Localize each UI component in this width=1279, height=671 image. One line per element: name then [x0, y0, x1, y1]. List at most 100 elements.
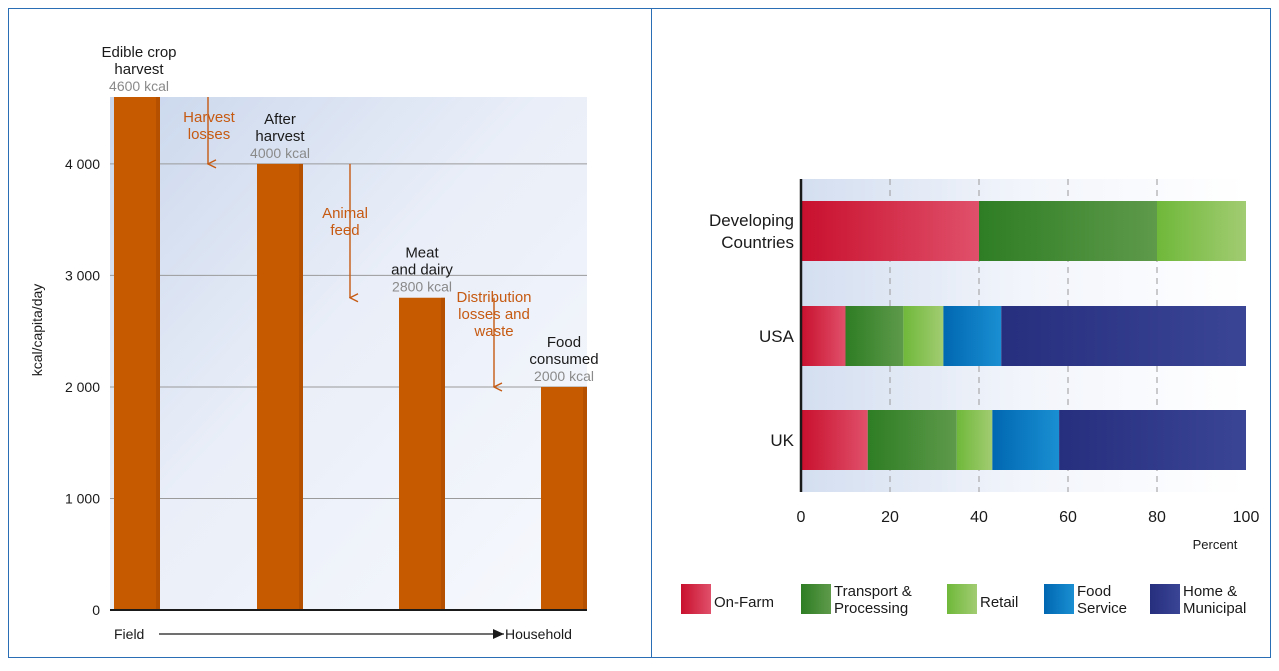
left-gridlines [110, 163, 587, 499]
right-legend-swatch [801, 584, 831, 614]
right-x-tick-label: 100 [1233, 509, 1260, 526]
right-x-tick-label: 60 [1059, 509, 1077, 526]
right-x-axis-label: Percent [1193, 537, 1238, 552]
left-bar-name: Food consumed [529, 334, 598, 368]
left-loss-label-group: Animal feed [322, 205, 368, 239]
right-legend-label-line: On-Farm [714, 594, 774, 611]
left-plot-background [110, 97, 587, 610]
right-bar-segment [1157, 201, 1246, 261]
left-x-end-label: Household [505, 626, 572, 642]
right-legend-label: Home & Municipal [1183, 583, 1246, 617]
left-bar-name-line: Meat [405, 245, 439, 262]
left-loss-label-group: Distribution losses and waste [456, 289, 531, 340]
right-legend-label-line: Retail [980, 594, 1018, 611]
left-y-ticks: 0 1 000 2 000 3 000 4 000 [65, 156, 100, 618]
right-category-label-line: USA [759, 327, 795, 346]
right-legend-swatch [1150, 584, 1180, 614]
right-bar-segment [801, 201, 979, 261]
left-bar-name-line: Edible crop [101, 44, 176, 61]
left-x-start-label: Field [114, 626, 144, 642]
right-bar-segment [1001, 306, 1246, 366]
left-bar [541, 386, 587, 610]
left-bar-kcal: 4600 kcal [109, 78, 169, 94]
right-bar-segment [943, 306, 1002, 366]
right-category-label: UK [770, 431, 794, 450]
left-loss-label-line: losses and [458, 306, 530, 323]
left-loss-label: Distribution losses and waste [456, 289, 531, 340]
left-bar-name-line: After [264, 111, 296, 128]
left-loss-label-line: Harvest [183, 109, 236, 126]
left-bar-kcal: 2000 kcal [534, 368, 594, 384]
right-legend-label-line: Service [1077, 600, 1127, 617]
right-legend-label: Transport & Processing [834, 583, 912, 617]
left-bars [114, 97, 587, 611]
right-category-label-line: UK [770, 431, 794, 450]
right-panel [651, 8, 1271, 658]
left-bar-shadow [583, 386, 587, 610]
right-bar-segment [992, 410, 1060, 470]
left-bar-name-line: consumed [529, 351, 598, 368]
left-bar-name-line: harvest [255, 128, 305, 145]
left-bar-shadow [299, 163, 303, 611]
left-y-tick-label: 4 000 [65, 156, 100, 172]
left-bar-name: Meat and dairy [391, 245, 453, 279]
left-bar-name-line: and dairy [391, 262, 453, 279]
right-category-label-line: Countries [721, 233, 794, 252]
food-waste-share-chart: Developing Countries USA UK 0 20 40 60 80 100 Pe… [681, 179, 1259, 617]
right-legend-label: Food Service [1077, 583, 1127, 617]
left-y-tick-label: 3 000 [65, 267, 100, 283]
left-y-tick-label: 1 000 [65, 490, 100, 506]
right-legend-label-line: Municipal [1183, 600, 1246, 617]
right-bars [801, 201, 1246, 470]
left-bar-kcal: 4000 kcal [250, 145, 310, 161]
left-bar-shadow [156, 97, 160, 610]
left-y-tick-label: 2 000 [65, 379, 100, 395]
right-legend-label-line: Food [1077, 583, 1111, 600]
right-legend-label-line: Home & [1183, 583, 1237, 600]
left-loss-label: Harvest losses [183, 109, 236, 143]
right-legend-swatch [681, 584, 711, 614]
right-bar-segment [867, 410, 957, 470]
left-bar-name-line: Food [547, 334, 581, 351]
right-x-ticks: 0 20 40 60 80 100 [797, 509, 1260, 526]
left-bar-name: After harvest [255, 111, 305, 145]
right-legend-label: On-Farm [714, 594, 774, 611]
right-category-label: Developing Countries [709, 211, 794, 252]
right-legend-swatch [947, 584, 977, 614]
right-bar-segment [1059, 410, 1246, 470]
right-x-tick-label: 20 [881, 509, 899, 526]
left-loss-label-group: Harvest losses [183, 109, 236, 143]
right-legend-label: Retail [980, 594, 1018, 611]
left-loss-label-line: Animal [322, 205, 368, 222]
right-legend-swatch [1044, 584, 1074, 614]
left-loss-label-line: feed [330, 222, 359, 239]
left-bar-shadow [441, 297, 445, 610]
left-bar-name: Edible crop harvest [101, 44, 176, 78]
right-bar-segment [956, 410, 993, 470]
left-bar [257, 163, 303, 611]
left-loss-label: Animal feed [322, 205, 368, 239]
left-y-axis-label: kcal/capita/day [29, 284, 45, 377]
right-x-tick-label: 80 [1148, 509, 1166, 526]
right-bar-segment [801, 306, 846, 366]
right-bar-segment [979, 201, 1157, 261]
right-bar-segment [903, 306, 944, 366]
left-bar-name-line: harvest [114, 61, 164, 78]
right-x-tick-label: 0 [797, 509, 806, 526]
right-legend: On-Farm Transport & Processing Retail Food Se… [681, 583, 1246, 617]
left-loss-label-line: Distribution [456, 289, 531, 306]
right-x-tick-label: 40 [970, 509, 988, 526]
right-bar-segment [845, 306, 904, 366]
right-category-label: USA [759, 327, 795, 346]
right-legend-label-line: Transport & [834, 583, 912, 600]
left-loss-label-line: waste [473, 323, 513, 340]
left-y-tick-label: 0 [92, 602, 100, 618]
left-loss-label-line: losses [188, 126, 231, 143]
right-category-labels: Developing Countries USA UK [709, 211, 795, 450]
right-category-label-line: Developing [709, 211, 794, 230]
left-bar [114, 97, 160, 610]
